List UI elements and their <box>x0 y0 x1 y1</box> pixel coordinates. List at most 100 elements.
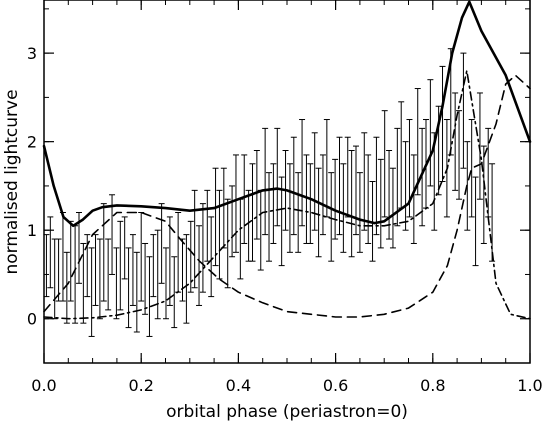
error-bar <box>129 234 136 306</box>
error-bar <box>460 52 467 169</box>
error-bar <box>208 216 215 298</box>
error-bar <box>88 247 95 337</box>
error-bar <box>109 194 116 275</box>
y-tick-label: 3 <box>27 44 37 63</box>
error-bar <box>344 136 351 218</box>
error-bar <box>356 172 363 253</box>
error-bar <box>389 167 396 249</box>
error-bar <box>237 198 244 280</box>
error-bar <box>307 163 314 244</box>
error-bar <box>439 65 446 182</box>
error-bar <box>183 234 190 324</box>
error-bar <box>196 225 203 306</box>
error-bar <box>224 198 231 289</box>
error-bar <box>67 220 74 302</box>
error-bar <box>51 238 58 320</box>
error-bar <box>162 247 169 320</box>
error-bar <box>63 251 70 324</box>
y-tick-label: 2 <box>27 133 37 152</box>
error-bar <box>427 79 434 187</box>
series-dashed-line <box>43 74 531 318</box>
error-bar <box>361 132 368 231</box>
error-bar <box>468 119 475 218</box>
error-bar <box>410 154 417 244</box>
error-bar <box>266 172 273 262</box>
y-axis-label: normalised lightcurve <box>2 89 22 274</box>
error-bar <box>241 154 248 244</box>
error-bar <box>146 256 153 337</box>
error-bar <box>187 220 194 293</box>
error-bar <box>402 141 409 231</box>
error-bar <box>262 127 269 236</box>
error-bar <box>171 256 178 329</box>
error-bar <box>489 163 496 262</box>
x-tick-label: 0.2 <box>128 376 153 395</box>
x-tick-label: 0.0 <box>31 376 56 395</box>
error-bar <box>133 251 140 333</box>
error-bar <box>43 234 50 298</box>
error-bar <box>125 247 132 329</box>
error-bar <box>323 119 330 218</box>
error-bar <box>92 234 99 306</box>
error-bar <box>75 211 82 284</box>
x-tick-label: 0.4 <box>226 376 251 395</box>
error-bar <box>319 154 326 236</box>
error-bars <box>43 48 496 337</box>
error-bar <box>138 211 145 302</box>
error-bar <box>47 216 54 289</box>
error-bar <box>117 220 124 311</box>
error-bar <box>295 172 302 253</box>
error-bar <box>332 158 339 240</box>
error-bar <box>270 163 277 244</box>
y-tick-label: 0 <box>27 310 37 329</box>
error-bar <box>328 172 335 262</box>
x-axis-label: orbital phase (periastron=0) <box>166 402 408 422</box>
error-bar <box>199 203 206 293</box>
error-bar <box>257 189 264 271</box>
error-bar <box>398 101 405 209</box>
error-bar <box>121 216 128 280</box>
error-bar <box>373 136 380 236</box>
error-bar <box>150 234 157 298</box>
series-dash-dot-line <box>43 70 531 320</box>
error-bar <box>340 163 347 253</box>
error-bar <box>191 189 198 289</box>
error-bar <box>365 154 372 244</box>
y-axis-ticks: 0 1 2 3 <box>27 8 530 329</box>
y-tick-label: 1 <box>27 221 37 240</box>
error-bar <box>456 110 463 200</box>
x-axis-ticks: 0.0 0.2 0.4 0.6 0.8 1.0 <box>31 0 543 395</box>
error-bar <box>278 176 285 267</box>
error-bar <box>414 88 421 196</box>
error-bar <box>175 211 182 293</box>
error-bar <box>348 150 355 258</box>
x-tick-label: 1.0 <box>517 376 542 395</box>
error-bar <box>311 132 318 231</box>
error-bar <box>290 136 297 236</box>
error-bar <box>158 203 165 284</box>
model-curves <box>42 0 532 320</box>
error-bar <box>204 189 211 262</box>
error-bar <box>299 119 306 227</box>
error-bar <box>212 167 219 267</box>
x-tick-label: 0.8 <box>420 376 445 395</box>
error-bar <box>336 136 343 236</box>
error-bar <box>105 238 112 311</box>
error-bar <box>220 167 227 249</box>
error-bar <box>100 203 107 302</box>
error-bar <box>80 242 87 324</box>
error-bar <box>166 216 173 306</box>
error-bar <box>232 154 239 253</box>
error-bar <box>419 127 426 227</box>
error-bar <box>315 167 322 258</box>
error-bar <box>96 238 103 320</box>
x-tick-label: 0.6 <box>323 376 348 395</box>
error-bar <box>353 145 360 236</box>
error-bar <box>55 238 62 302</box>
error-bar <box>452 92 459 191</box>
error-bar <box>480 145 487 244</box>
error-bar <box>253 150 260 240</box>
error-bar <box>113 247 120 320</box>
error-bar <box>245 189 252 262</box>
series-solid-line <box>42 0 532 228</box>
